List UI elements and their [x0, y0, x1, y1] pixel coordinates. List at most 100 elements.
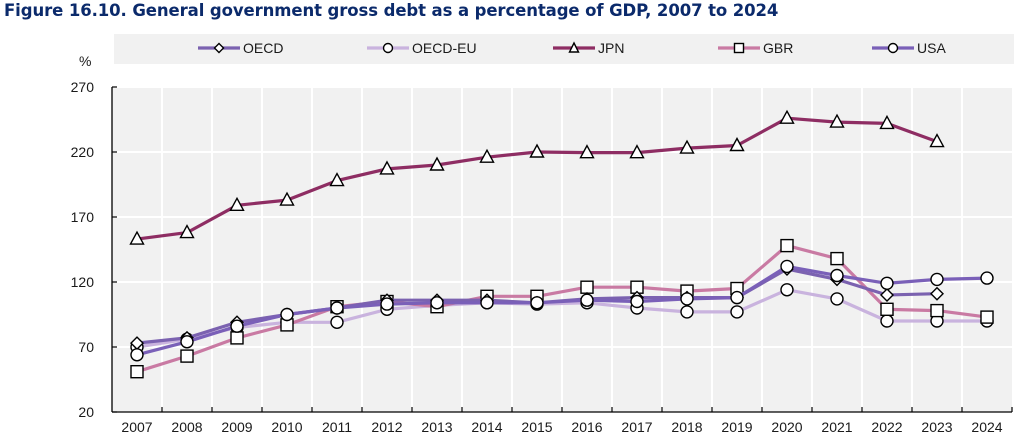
- data-point-oecd-eu: [830, 292, 844, 306]
- legend-item-jpn: JPN: [553, 40, 624, 56]
- x-tick-label: 2018: [671, 419, 702, 435]
- data-point-jpn: [429, 156, 445, 171]
- data-point-usa: [580, 293, 594, 307]
- data-point-jpn: [379, 160, 395, 175]
- x-tick-label: 2013: [421, 419, 452, 435]
- legend-marker-oecd-eu: [382, 42, 394, 54]
- data-point-oecd-eu: [330, 315, 344, 329]
- y-axis-label: %: [79, 53, 91, 69]
- x-tick-label: 2009: [221, 419, 252, 435]
- data-point-usa: [280, 307, 294, 322]
- series-group: [129, 109, 994, 379]
- y-tick-label: 120: [71, 274, 95, 290]
- data-point-jpn: [479, 148, 495, 163]
- x-tick-label: 2017: [621, 419, 652, 435]
- x-tick-label: 2022: [871, 419, 902, 435]
- x-axis-ticks: 2007 2008 2009 2010 2011 2012 2013 2014 2015 2016…: [121, 407, 1013, 435]
- data-point-usa: [130, 348, 144, 362]
- data-point-jpn: [229, 196, 245, 212]
- x-tick-label: 2019: [721, 419, 752, 435]
- data-point-oecd: [880, 288, 894, 302]
- legend-item-gbr: GBR: [718, 40, 793, 56]
- legend-label-oecd-eu: OECD-EU: [412, 40, 477, 56]
- data-point-jpn: [779, 109, 795, 124]
- data-point-usa: [930, 272, 944, 287]
- series-line-oecd-eu: [136, 288, 987, 349]
- legend-label-jpn: JPN: [598, 40, 624, 56]
- legend-marker-usa: [887, 42, 899, 54]
- data-point-jpn: [529, 143, 545, 158]
- data-point-jpn: [929, 133, 945, 148]
- series-line-usa: [136, 264, 988, 357]
- data-point-jpn: [729, 137, 745, 152]
- legend-item-oecd: OECD: [198, 40, 283, 56]
- y-axis-ticks: 20 70 120 170 220 270: [71, 79, 117, 420]
- data-point-usa: [630, 294, 644, 309]
- data-point-oecd-eu: [730, 305, 744, 319]
- series-usa: [130, 259, 994, 362]
- data-point-gbr: [880, 302, 894, 316]
- data-point-oecd-eu: [680, 305, 694, 319]
- gridlines: [112, 86, 1012, 412]
- data-point-oecd: [930, 286, 944, 301]
- data-point-usa: [530, 296, 544, 310]
- y-tick-label: 70: [78, 339, 94, 355]
- x-tick-label: 2024: [971, 419, 1002, 435]
- data-point-usa: [380, 297, 394, 311]
- data-point-usa: [980, 271, 994, 285]
- data-point-jpn: [329, 172, 345, 187]
- x-tick-label: 2012: [371, 419, 402, 435]
- data-point-jpn: [279, 191, 295, 206]
- series-line-gbr: [136, 244, 988, 374]
- data-point-usa: [480, 296, 494, 310]
- legend-marker-gbr: [733, 42, 745, 54]
- data-point-usa: [830, 268, 844, 283]
- legend-marker-jpn: [568, 41, 580, 53]
- x-tick-label: 2007: [121, 419, 152, 435]
- data-point-usa: [180, 335, 194, 349]
- x-tick-label: 2008: [171, 419, 202, 435]
- x-tick-label: 2015: [521, 419, 552, 435]
- x-tick-label: 2016: [571, 419, 602, 435]
- data-point-jpn: [829, 113, 845, 128]
- x-tick-label: 2010: [271, 419, 302, 435]
- legend-item-oecd-eu: OECD-EU: [367, 40, 477, 56]
- data-point-usa: [780, 259, 794, 274]
- y-tick-label: 20: [78, 404, 94, 420]
- series-gbr: [130, 238, 994, 379]
- data-point-gbr: [230, 331, 244, 345]
- y-tick-label: 220: [71, 144, 95, 160]
- x-tick-label: 2023: [921, 419, 952, 435]
- data-point-jpn: [629, 144, 645, 159]
- x-tick-label: 2014: [471, 419, 502, 435]
- data-point-gbr: [580, 280, 594, 294]
- legend-label-usa: USA: [917, 40, 946, 56]
- y-tick-label: 270: [71, 79, 95, 95]
- data-point-jpn: [579, 144, 595, 159]
- data-point-oecd-eu: [780, 283, 794, 297]
- y-tick-label: 170: [71, 209, 95, 225]
- data-point-jpn: [679, 139, 695, 154]
- x-tick-label: 2020: [771, 419, 802, 435]
- legend-label-oecd: OECD: [243, 40, 283, 56]
- data-point-gbr: [830, 251, 844, 266]
- data-point-jpn: [179, 224, 195, 239]
- data-point-gbr: [780, 238, 794, 253]
- data-point-usa: [880, 276, 894, 290]
- legend: OECD OECD-EU JPN GBR USA: [114, 34, 1014, 64]
- data-point-gbr: [980, 310, 994, 324]
- data-point-usa: [230, 319, 244, 333]
- data-point-usa: [680, 292, 694, 306]
- series-jpn: [129, 109, 945, 245]
- x-tick-label: 2011: [322, 419, 352, 435]
- legend-marker-oecd: [213, 42, 225, 54]
- data-point-usa: [430, 296, 444, 310]
- data-point-usa: [330, 301, 344, 315]
- data-point-gbr: [180, 349, 194, 363]
- data-point-gbr: [130, 365, 144, 379]
- data-point-gbr: [930, 303, 944, 318]
- data-point-usa: [730, 290, 744, 305]
- legend-label-gbr: GBR: [763, 40, 793, 56]
- data-point-jpn: [129, 230, 145, 245]
